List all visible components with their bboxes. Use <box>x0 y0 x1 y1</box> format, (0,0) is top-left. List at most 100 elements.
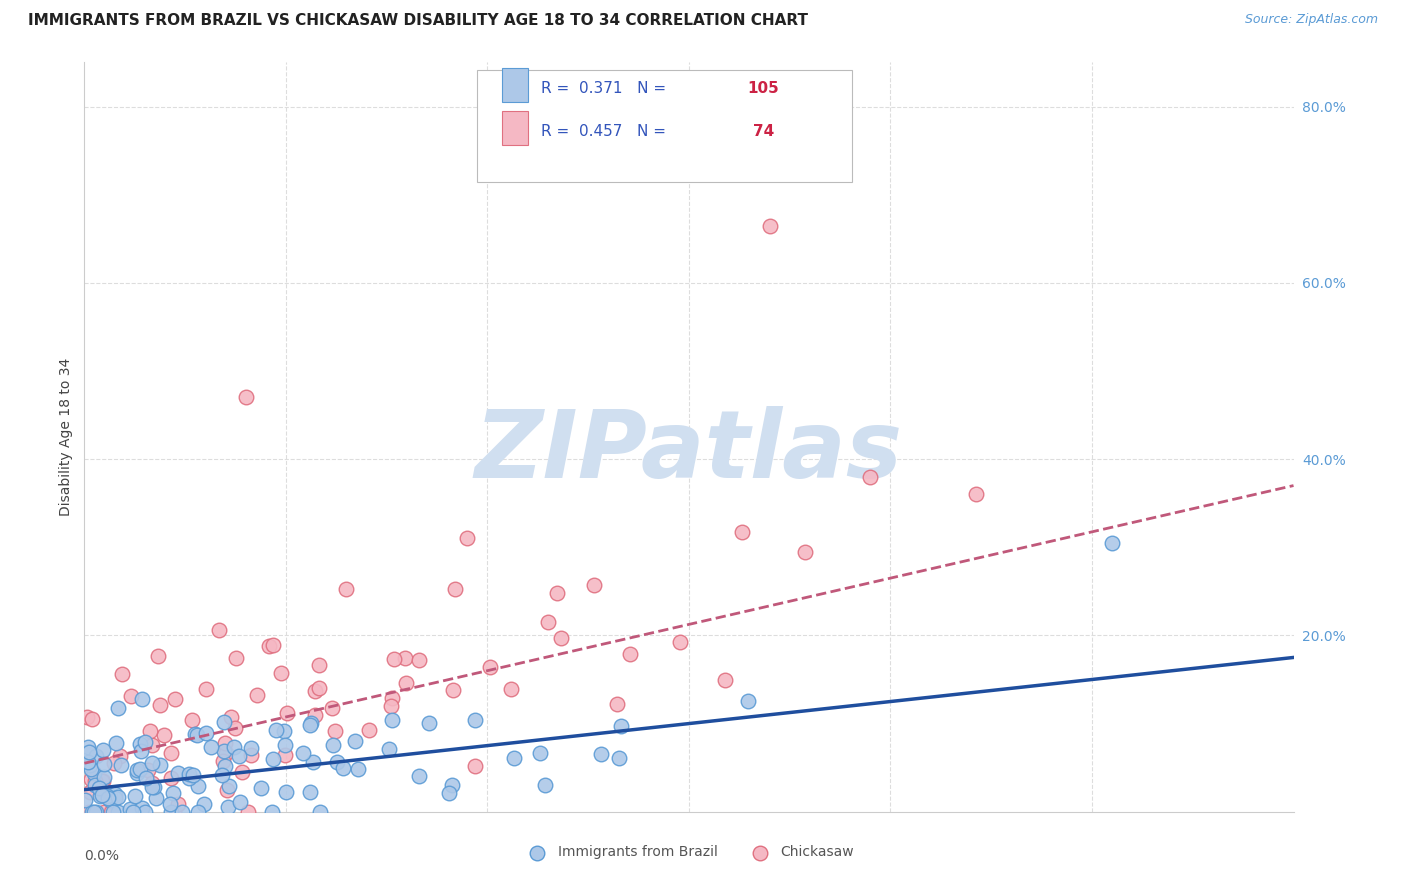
Point <box>143 780 166 794</box>
Point <box>163 805 186 819</box>
Point <box>84 749 107 764</box>
Point <box>181 713 204 727</box>
Point <box>229 795 252 809</box>
Point <box>240 747 263 762</box>
Point <box>212 714 235 729</box>
Point <box>104 790 127 805</box>
Point <box>136 763 159 777</box>
Point <box>181 768 204 782</box>
Point <box>381 690 404 705</box>
Point <box>80 712 103 726</box>
Point <box>583 578 606 592</box>
Point <box>758 219 780 233</box>
Point <box>437 786 460 800</box>
Point <box>76 709 98 723</box>
Point <box>135 771 157 785</box>
Point <box>131 744 153 758</box>
Point <box>84 805 107 819</box>
Point <box>357 723 380 738</box>
Point <box>110 748 132 763</box>
Point <box>503 751 526 765</box>
Point <box>323 724 346 739</box>
Point <box>322 739 344 753</box>
Point <box>90 788 112 802</box>
Text: 0.0%: 0.0% <box>84 849 120 863</box>
Point <box>111 667 134 681</box>
Point <box>129 737 152 751</box>
Point <box>83 766 105 780</box>
Point <box>194 682 217 697</box>
Point <box>236 805 259 819</box>
Point <box>217 782 239 797</box>
Point <box>343 734 366 748</box>
Point <box>200 739 222 754</box>
Point <box>104 787 127 801</box>
Point <box>159 746 181 760</box>
Point <box>187 805 209 819</box>
Point <box>235 391 257 405</box>
Point <box>395 676 418 690</box>
Point <box>186 728 208 742</box>
Point <box>83 778 105 792</box>
Point <box>270 666 292 681</box>
Point <box>440 778 463 792</box>
Point <box>607 751 630 765</box>
Point <box>91 743 114 757</box>
Point <box>859 469 882 483</box>
Point <box>107 805 129 819</box>
Point <box>141 738 163 752</box>
Point <box>274 785 297 799</box>
Point <box>380 698 402 713</box>
Point <box>214 735 236 749</box>
Point <box>262 638 284 652</box>
Point <box>149 698 172 712</box>
Point <box>408 653 430 667</box>
Point <box>149 758 172 772</box>
Point <box>793 545 815 559</box>
Point <box>257 639 280 653</box>
Point <box>162 786 184 800</box>
Point <box>215 747 238 761</box>
Point <box>668 635 690 649</box>
Point <box>121 805 143 819</box>
Point <box>714 673 737 688</box>
Point <box>378 742 401 756</box>
Point <box>418 716 440 731</box>
Point <box>299 718 322 732</box>
Point <box>145 791 167 805</box>
FancyBboxPatch shape <box>502 112 529 145</box>
Point <box>537 615 560 630</box>
Point <box>347 762 370 776</box>
Point <box>731 525 754 540</box>
Point <box>965 487 987 501</box>
Point <box>222 740 245 755</box>
Point <box>107 700 129 714</box>
Point <box>194 726 217 740</box>
Point <box>321 701 343 715</box>
Point <box>141 756 163 771</box>
Point <box>98 786 121 800</box>
Point <box>177 766 200 780</box>
Point <box>90 773 112 788</box>
Point <box>146 648 169 663</box>
Point <box>75 792 97 806</box>
Point <box>276 706 298 721</box>
Point <box>332 761 354 775</box>
Point <box>83 773 105 788</box>
Point <box>141 776 163 790</box>
Point <box>100 805 122 819</box>
Point <box>98 793 121 807</box>
Point <box>80 805 103 819</box>
Point <box>93 756 115 771</box>
Point <box>501 681 523 696</box>
Point <box>225 651 247 665</box>
Point <box>299 715 322 730</box>
Text: R =  0.371   N =: R = 0.371 N = <box>541 81 672 96</box>
Point <box>77 805 100 819</box>
Point <box>464 713 486 727</box>
Text: 74: 74 <box>754 124 775 139</box>
Point <box>76 739 98 754</box>
Point <box>606 697 628 711</box>
Point <box>302 756 325 770</box>
Point <box>382 652 405 666</box>
